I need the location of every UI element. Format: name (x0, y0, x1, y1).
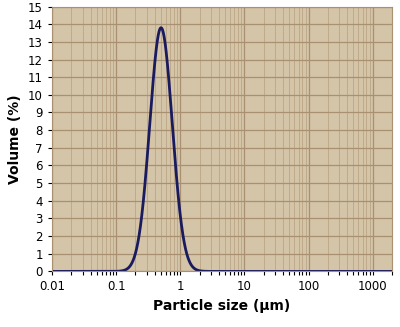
X-axis label: Particle size (μm): Particle size (μm) (153, 299, 291, 313)
Y-axis label: Volume (%): Volume (%) (8, 94, 22, 184)
